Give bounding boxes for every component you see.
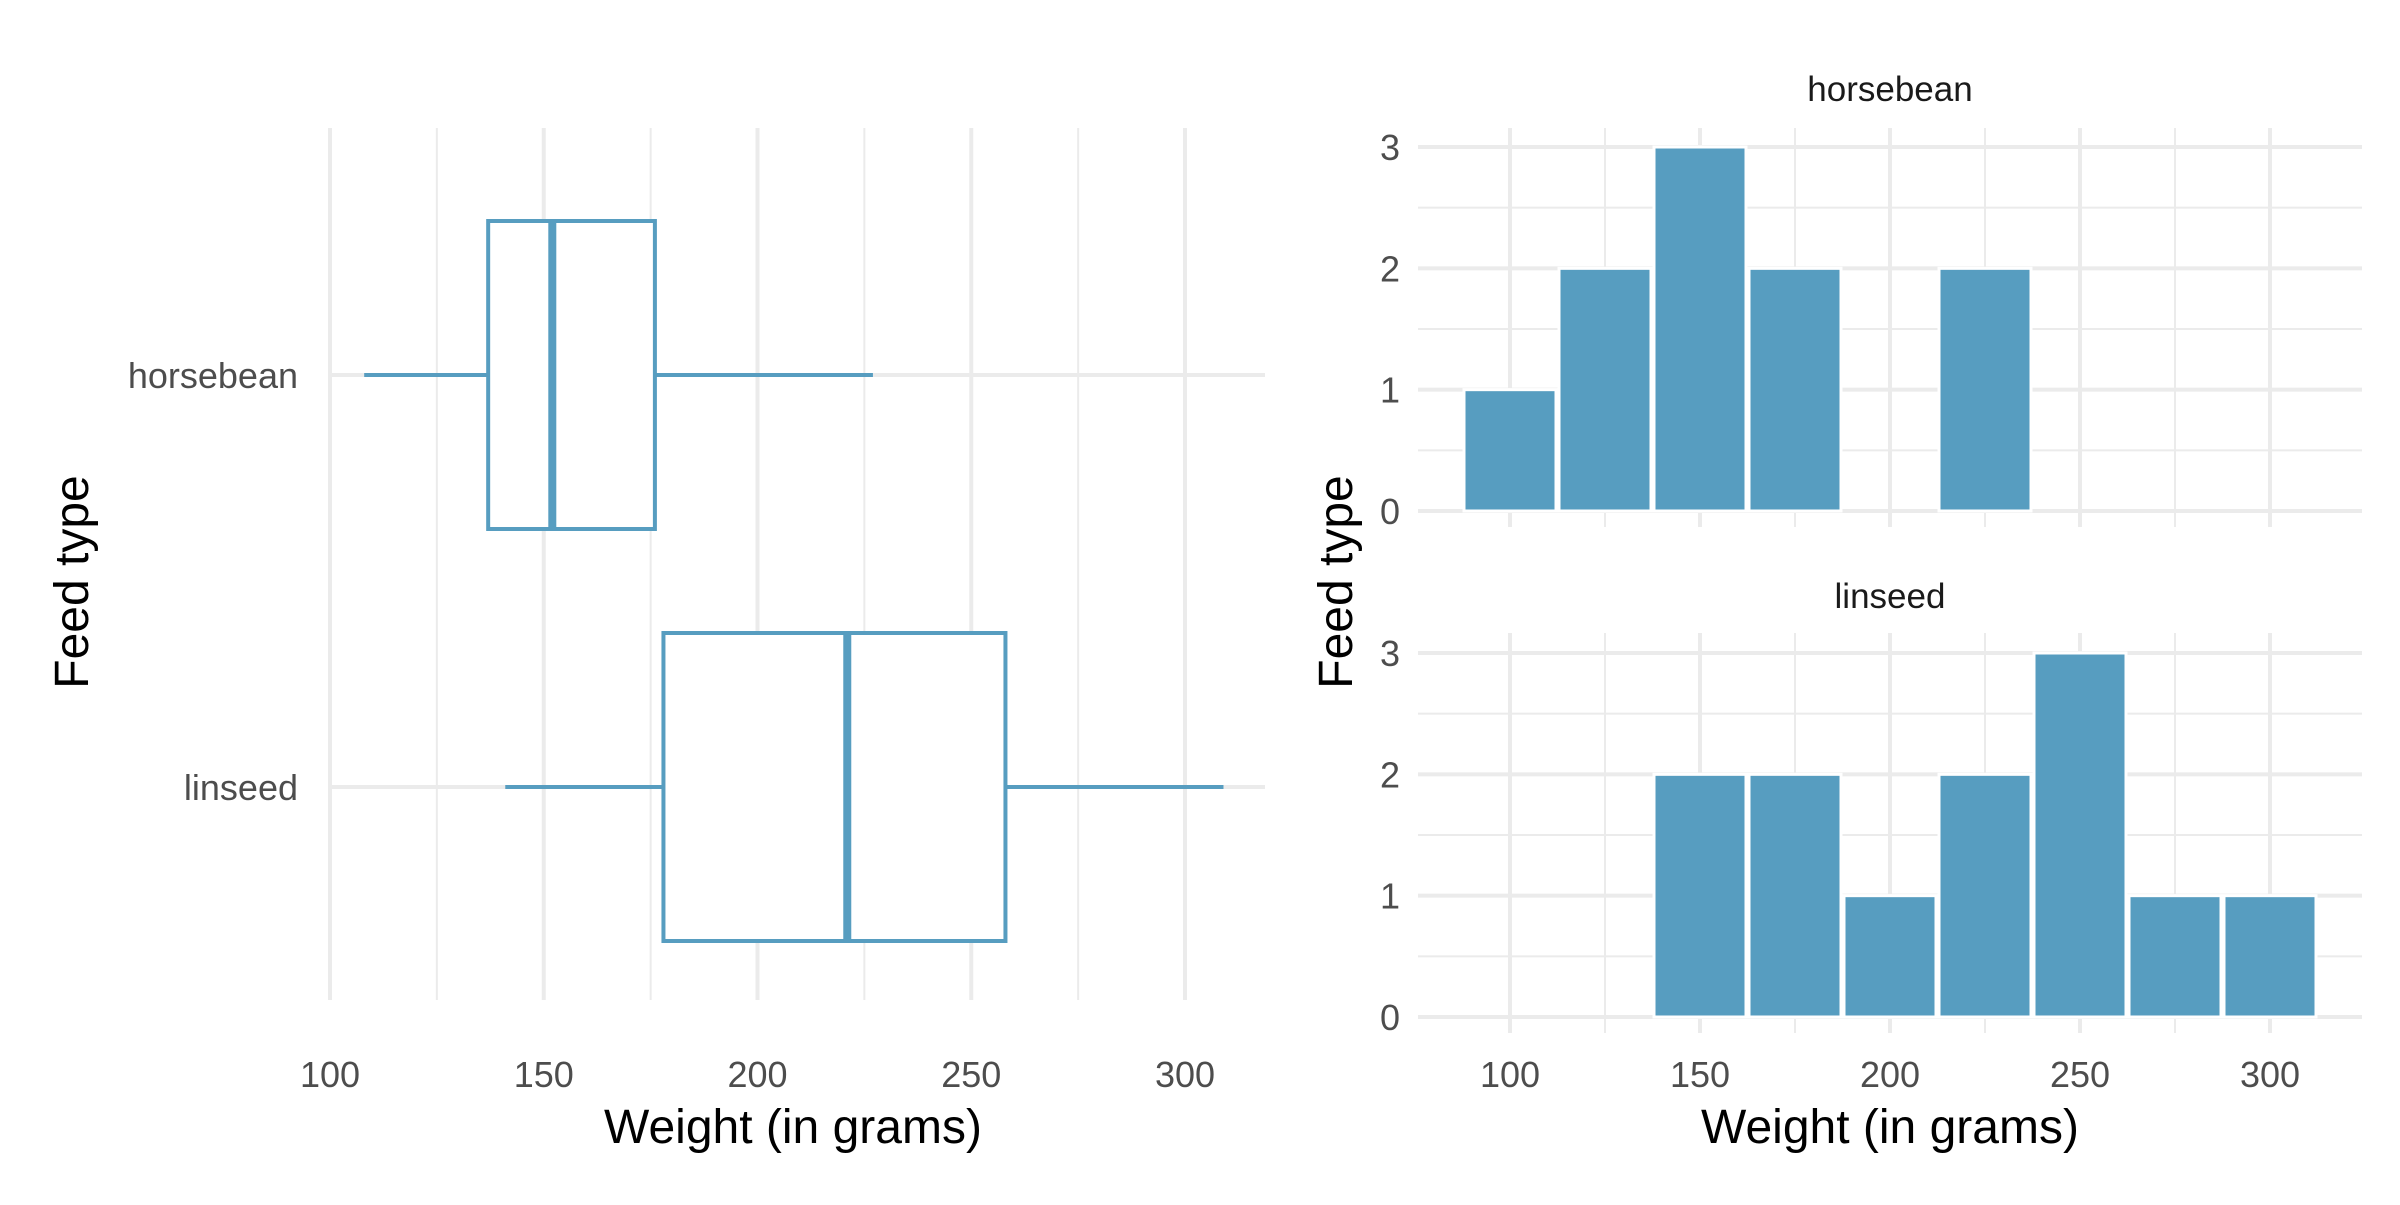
hist-y-tick-label: 3 bbox=[1380, 633, 1400, 674]
hist-y-tick-label: 3 bbox=[1380, 127, 1400, 168]
hist-x-tick-label: 100 bbox=[1480, 1054, 1540, 1095]
hist-y-tick-label: 0 bbox=[1380, 997, 1400, 1038]
hist-x-axis-title: Weight (in grams) bbox=[1701, 1101, 2079, 1154]
boxplot-horsebean bbox=[364, 219, 873, 531]
histogram-bar bbox=[1747, 266, 1843, 513]
hist-x-tick-label: 150 bbox=[1670, 1054, 1730, 1095]
iqr-box bbox=[661, 631, 1008, 943]
boxplot-linseed bbox=[505, 631, 1224, 943]
hist-y-tick-label: 2 bbox=[1380, 248, 1400, 289]
box-x-tick-label: 100 bbox=[300, 1054, 360, 1095]
box-y-axis-title: Feed type bbox=[46, 475, 99, 688]
box-y-tick-label: horsebean bbox=[128, 355, 298, 396]
hist-x-tick-label: 250 bbox=[2050, 1054, 2110, 1095]
histogram-bar bbox=[1842, 894, 1938, 1019]
histogram-bar bbox=[1937, 772, 2033, 1019]
histogram-facet-horsebean: 0 1 2 3 horsebean bbox=[1380, 70, 2362, 532]
histogram-facet-linseed: 0 1 2 3 linseed bbox=[1380, 577, 2362, 1038]
box-x-tick-label: 200 bbox=[727, 1054, 787, 1095]
box-y-tick-label: linseed bbox=[184, 767, 298, 808]
hist-y-axis-title: Feed type bbox=[1310, 475, 1363, 688]
histogram-bar bbox=[1652, 145, 1748, 513]
box-x-tick-label: 150 bbox=[514, 1054, 574, 1095]
facet-title: linseed bbox=[1835, 577, 1946, 616]
histogram-bar bbox=[1462, 388, 1558, 513]
histogram-bar bbox=[1747, 772, 1843, 1019]
facet-title: horsebean bbox=[1807, 70, 1972, 109]
hist-y-tick-label: 1 bbox=[1380, 370, 1400, 411]
histogram-panel: 0 1 2 3 horsebean 0 1 2 3 linseed 100 150 200 250 300 W… bbox=[1310, 70, 2362, 1154]
hist-x-tick-label: 300 bbox=[2240, 1054, 2300, 1095]
histogram-bar bbox=[1937, 266, 2033, 513]
box-x-axis-title: Weight (in grams) bbox=[604, 1101, 982, 1154]
histogram-bar bbox=[2127, 894, 2223, 1019]
box-x-tick-label: 250 bbox=[941, 1054, 1001, 1095]
histogram-bar bbox=[1652, 772, 1748, 1019]
histogram-bar bbox=[1557, 266, 1653, 513]
histogram-bar bbox=[2032, 651, 2128, 1019]
iqr-box bbox=[486, 219, 657, 531]
hist-y-tick-label: 2 bbox=[1380, 754, 1400, 795]
hist-y-tick-label: 1 bbox=[1380, 876, 1400, 917]
hist-x-tick-label: 200 bbox=[1860, 1054, 1920, 1095]
hist-y-tick-label: 0 bbox=[1380, 491, 1400, 532]
boxplot-panel: 100 150 200 250 300 horsebean linseed Weight (i… bbox=[46, 128, 1265, 1154]
box-x-tick-label: 300 bbox=[1155, 1054, 1215, 1095]
histogram-bar bbox=[2222, 894, 2318, 1019]
